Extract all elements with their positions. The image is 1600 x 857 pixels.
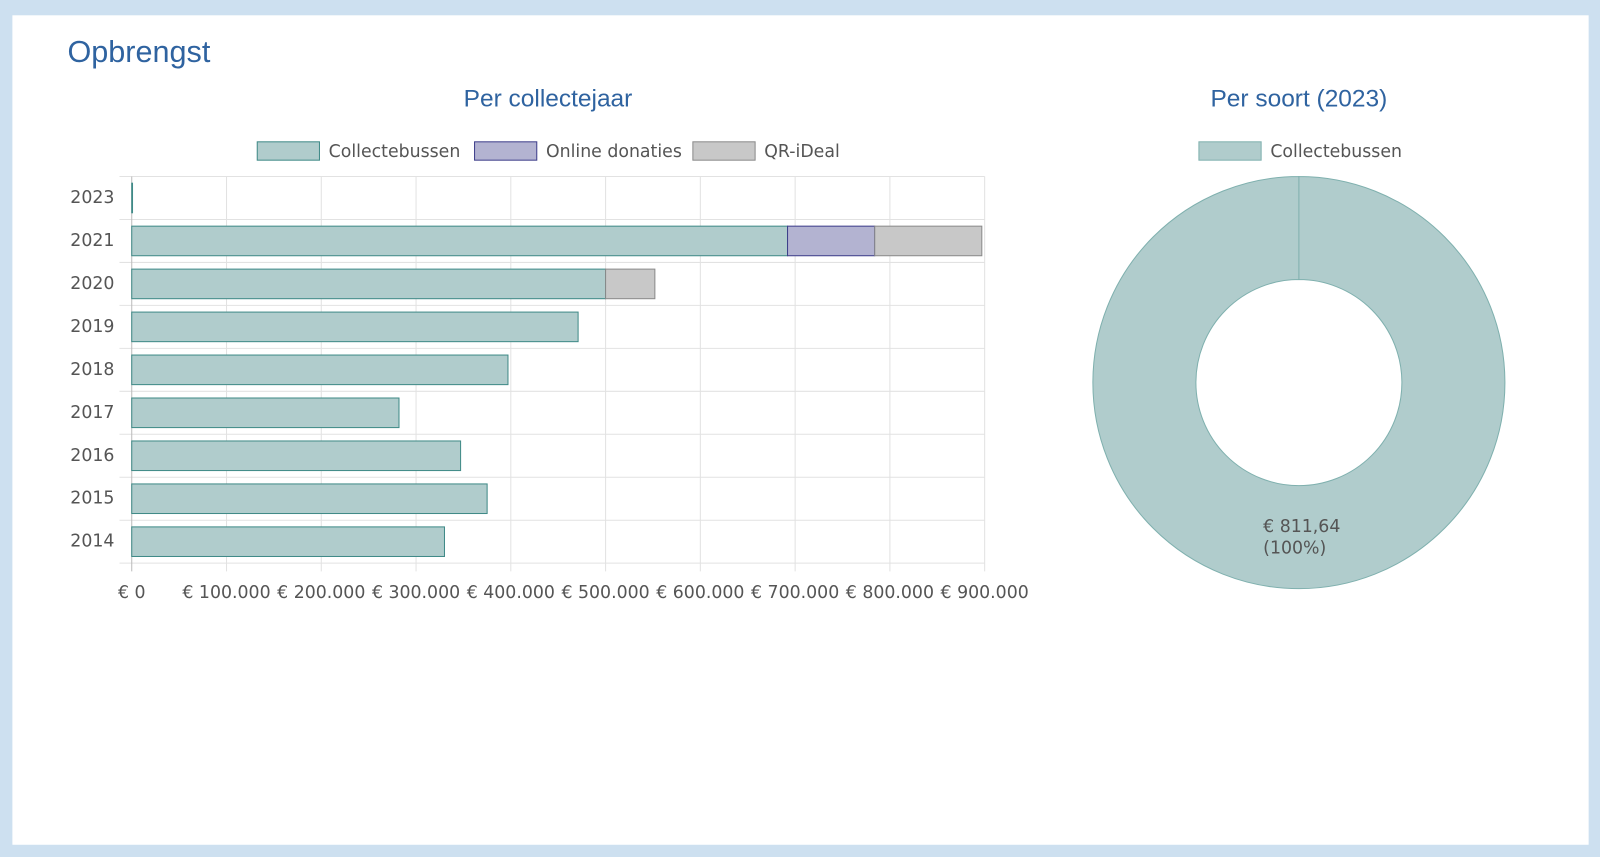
y-tick-label: 2016 xyxy=(70,446,114,466)
chart-title: Per collectejaar xyxy=(464,85,633,112)
panel xyxy=(12,15,1589,845)
x-tick-label: € 100.000 xyxy=(182,583,270,603)
legend-swatch xyxy=(1198,141,1262,161)
bar-segment xyxy=(131,311,579,343)
slice-percent-label: (100%) xyxy=(1263,538,1326,558)
y-tick-label: 2015 xyxy=(70,489,114,509)
chart-title: Per soort (2023) xyxy=(1210,85,1387,112)
x-tick-label: € 500.000 xyxy=(561,583,649,603)
bar-segment xyxy=(131,526,445,557)
legend-label: Online donaties xyxy=(546,142,682,162)
panel-title: Opbrengst xyxy=(67,35,210,69)
x-tick-label: € 0 xyxy=(118,583,146,603)
legend-label: QR-iDeal xyxy=(764,142,839,162)
x-tick-label: € 700.000 xyxy=(751,583,839,603)
legend-swatch xyxy=(256,141,320,161)
legend-swatch xyxy=(474,141,538,161)
bar-segment xyxy=(874,225,983,257)
donut-slice xyxy=(1092,175,1506,590)
x-tick-label: € 800.000 xyxy=(846,583,934,603)
slice-value-label: € 811,64 xyxy=(1263,517,1340,537)
y-tick-label: 2020 xyxy=(70,274,114,294)
bar-segment xyxy=(131,182,134,214)
legend-label: Collectebussen xyxy=(329,142,461,162)
bar-segment xyxy=(131,354,509,386)
x-tick-label: € 200.000 xyxy=(277,583,365,603)
bar-segment xyxy=(131,397,400,429)
y-tick-label: 2018 xyxy=(70,360,114,380)
x-tick-label: € 400.000 xyxy=(467,583,555,603)
bar-segment xyxy=(131,483,488,515)
bar-segment xyxy=(131,268,607,300)
bar-segment xyxy=(787,225,876,257)
y-tick-label: 2019 xyxy=(70,317,114,337)
legend-label: Collectebussen xyxy=(1270,142,1402,162)
y-tick-label: 2023 xyxy=(70,188,114,208)
bar-segment xyxy=(131,225,789,257)
legend-swatch xyxy=(692,141,756,161)
y-tick-label: 2017 xyxy=(70,403,114,423)
bar-segment xyxy=(131,440,462,472)
x-tick-label: € 300.000 xyxy=(372,583,460,603)
bar-segment xyxy=(605,268,656,300)
x-tick-label: € 600.000 xyxy=(656,583,744,603)
y-tick-label: 2021 xyxy=(70,231,114,251)
x-tick-label: € 900.000 xyxy=(941,583,1029,603)
y-tick-label: 2014 xyxy=(70,532,114,552)
